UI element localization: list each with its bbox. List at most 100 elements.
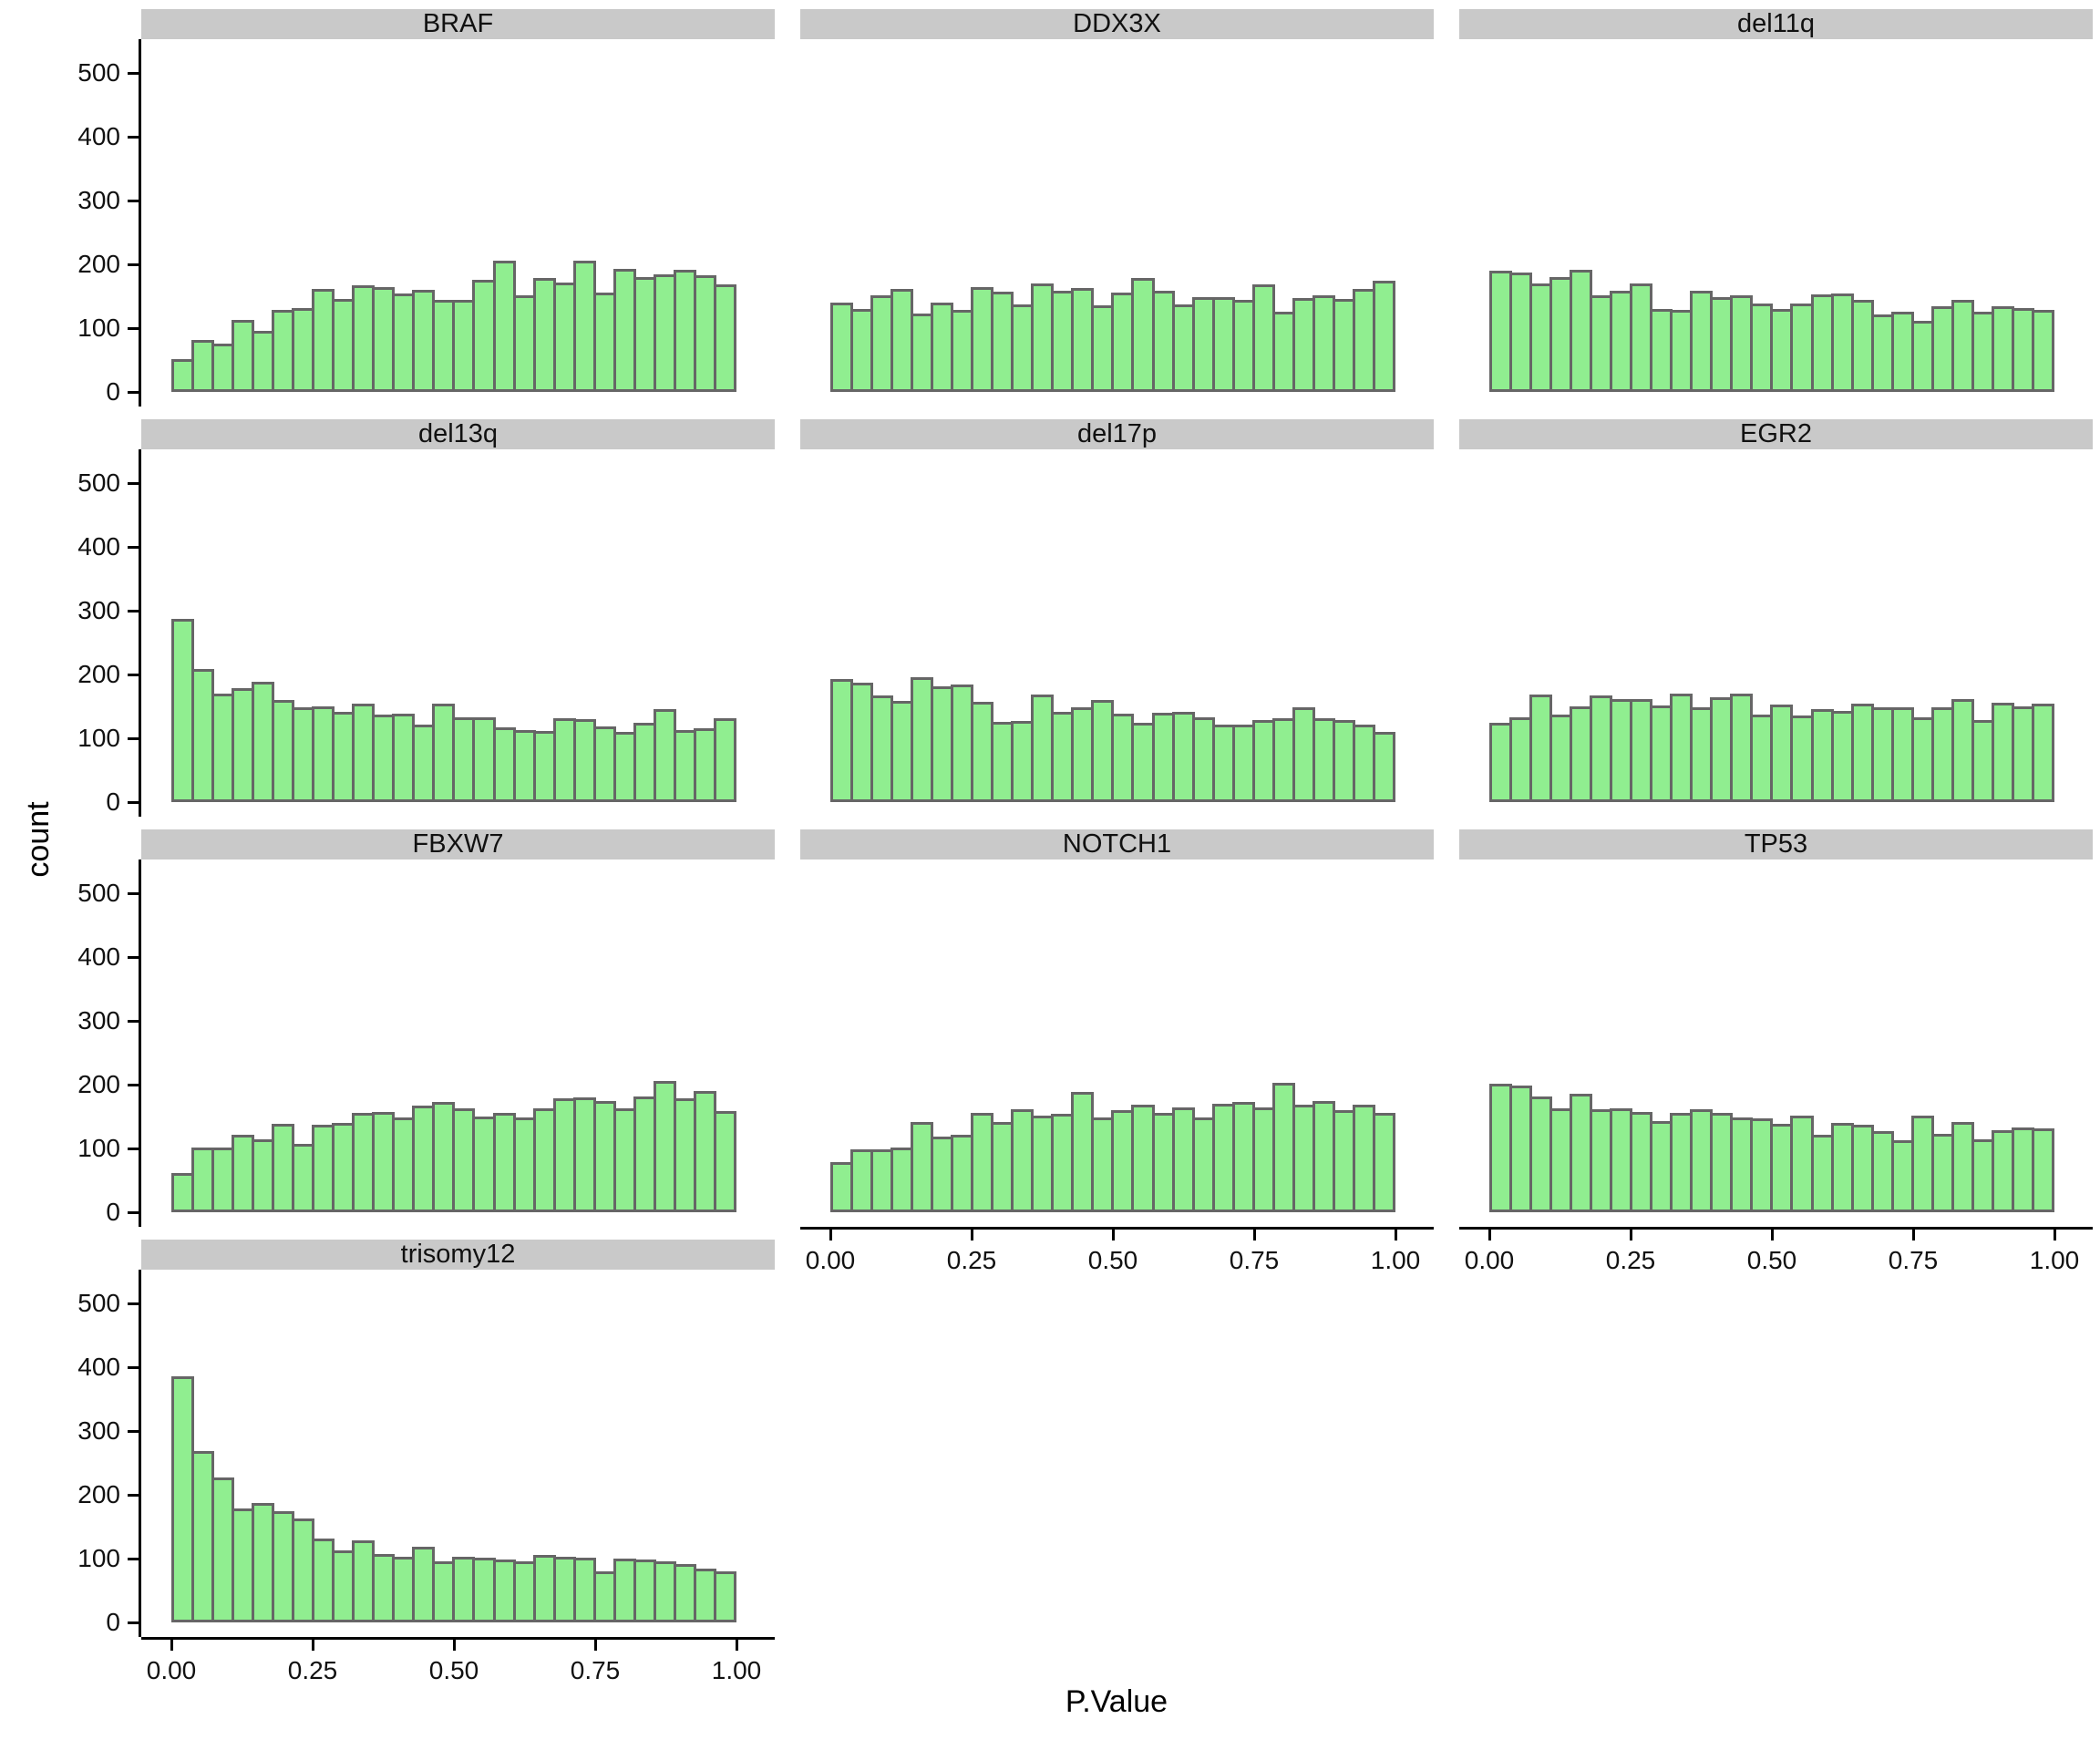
y-tick-label: 500 — [77, 1289, 120, 1317]
histogram-bars-del11q — [1489, 39, 2054, 392]
x-tick — [1488, 1230, 1491, 1240]
histogram-bar — [951, 310, 974, 392]
facet-title-BRAF: BRAF — [422, 9, 494, 38]
x-tick-label: 0.00 — [146, 1656, 197, 1684]
histogram-bar — [633, 723, 656, 802]
facet-strip-EGR2: EGR2 — [1459, 419, 2093, 449]
y-tick — [128, 1020, 139, 1023]
histogram-bar — [1011, 1109, 1035, 1212]
y-tick-label: 200 — [77, 660, 120, 688]
histogram-bar — [1930, 1134, 1954, 1212]
histogram-bar — [713, 284, 736, 392]
x-tick-label: 0.75 — [1888, 1246, 1939, 1274]
histogram-bar — [2031, 310, 2054, 392]
y-tick — [128, 674, 139, 676]
histogram-bar — [673, 1098, 696, 1212]
y-tick — [128, 892, 139, 895]
y-tick — [128, 327, 139, 330]
x-tick-label: 1.00 — [1370, 1246, 1421, 1274]
histogram-bar — [492, 1560, 516, 1622]
y-tick — [128, 956, 139, 959]
x-tick — [1630, 1230, 1632, 1240]
histogram-bar — [1111, 714, 1135, 802]
facet-strip-del13q: del13q — [141, 419, 775, 449]
x-tick-label: 0.75 — [570, 1656, 621, 1684]
x-tick — [736, 1640, 738, 1651]
histogram-bar — [372, 1112, 396, 1212]
y-tick-label: 0 — [106, 788, 120, 816]
facet-title-del11q: del11q — [1737, 9, 1815, 38]
x-tick — [1771, 1230, 1774, 1240]
histogram-bar — [432, 1561, 456, 1622]
y-tick-label: 100 — [77, 314, 120, 342]
x-tick — [453, 1640, 456, 1651]
y-tick — [128, 1084, 139, 1086]
x-tick — [1253, 1230, 1256, 1240]
y-tick-label: 300 — [77, 1416, 120, 1445]
y-tick — [128, 1430, 139, 1433]
x-axis-line — [800, 1227, 1434, 1230]
histogram-bars-trisomy12 — [171, 1270, 736, 1622]
histogram-bar — [1171, 1107, 1195, 1212]
y-tick — [128, 1558, 139, 1560]
y-axis-line — [139, 39, 141, 407]
histogram-bar — [1372, 732, 1395, 802]
facet-strip-del17p: del17p — [800, 419, 1434, 449]
y-tick — [128, 801, 139, 804]
y-tick — [128, 1494, 139, 1497]
y-axis-line — [139, 449, 141, 817]
x-tick-label: 0.25 — [1605, 1246, 1656, 1274]
x-tick-label: 1.00 — [711, 1656, 762, 1684]
histogram-bar — [991, 292, 1014, 392]
y-tick-label: 200 — [77, 1480, 120, 1508]
facet-strip-FBXW7: FBXW7 — [141, 829, 775, 860]
histogram-bar — [830, 303, 854, 392]
histogram-bar — [850, 1149, 874, 1212]
x-axis-title: P.Value — [1065, 1684, 1168, 1719]
y-tick-label: 200 — [77, 250, 120, 278]
x-tick — [971, 1230, 973, 1240]
histogram-bar — [870, 695, 894, 802]
histogram-bar — [1489, 1084, 1513, 1212]
histogram-bar — [512, 730, 536, 802]
histogram-bar — [1211, 297, 1235, 392]
y-axis-line — [139, 1270, 141, 1637]
facet-strip-NOTCH1: NOTCH1 — [800, 829, 1434, 860]
y-tick — [128, 391, 139, 394]
histogram-bar — [612, 1559, 636, 1622]
y-tick-label: 100 — [77, 1544, 120, 1572]
y-tick-label: 300 — [77, 596, 120, 624]
y-tick-label: 0 — [106, 1608, 120, 1636]
histogram-bar — [890, 701, 914, 802]
histogram-bar — [1292, 298, 1315, 392]
histogram-bar — [1830, 293, 1854, 392]
histogram-bar — [1991, 1130, 2014, 1212]
y-tick-label: 500 — [77, 58, 120, 87]
facet-title-TP53: TP53 — [1744, 829, 1808, 859]
x-tick — [170, 1640, 173, 1651]
y-tick-label: 100 — [77, 724, 120, 752]
histogram-bar — [492, 727, 516, 802]
y-tick-label: 400 — [77, 942, 120, 971]
x-tick — [2054, 1230, 2056, 1240]
histogram-bar — [1251, 284, 1275, 392]
y-tick — [128, 1366, 139, 1369]
y-tick-label: 400 — [77, 1353, 120, 1381]
histogram-bar — [352, 285, 376, 392]
y-tick — [128, 1211, 139, 1214]
x-tick-label: 0.75 — [1229, 1246, 1280, 1274]
histogram-bar — [1610, 291, 1633, 392]
histogram-bars-del17p — [830, 449, 1395, 802]
y-tick-label: 500 — [77, 879, 120, 907]
histogram-bar — [592, 726, 616, 802]
facet-strip-BRAF: BRAF — [141, 9, 775, 39]
histogram-bar — [272, 1124, 295, 1212]
histogram-bar — [1870, 1131, 1894, 1212]
histogram-bar — [1750, 304, 1774, 392]
histogram-bar — [1570, 270, 1593, 392]
y-tick — [128, 482, 139, 485]
histogram-bar — [1271, 718, 1295, 802]
histogram-bar — [1091, 305, 1115, 392]
histogram-bar — [1750, 715, 1774, 802]
x-tick-label: 0.50 — [1087, 1246, 1138, 1274]
